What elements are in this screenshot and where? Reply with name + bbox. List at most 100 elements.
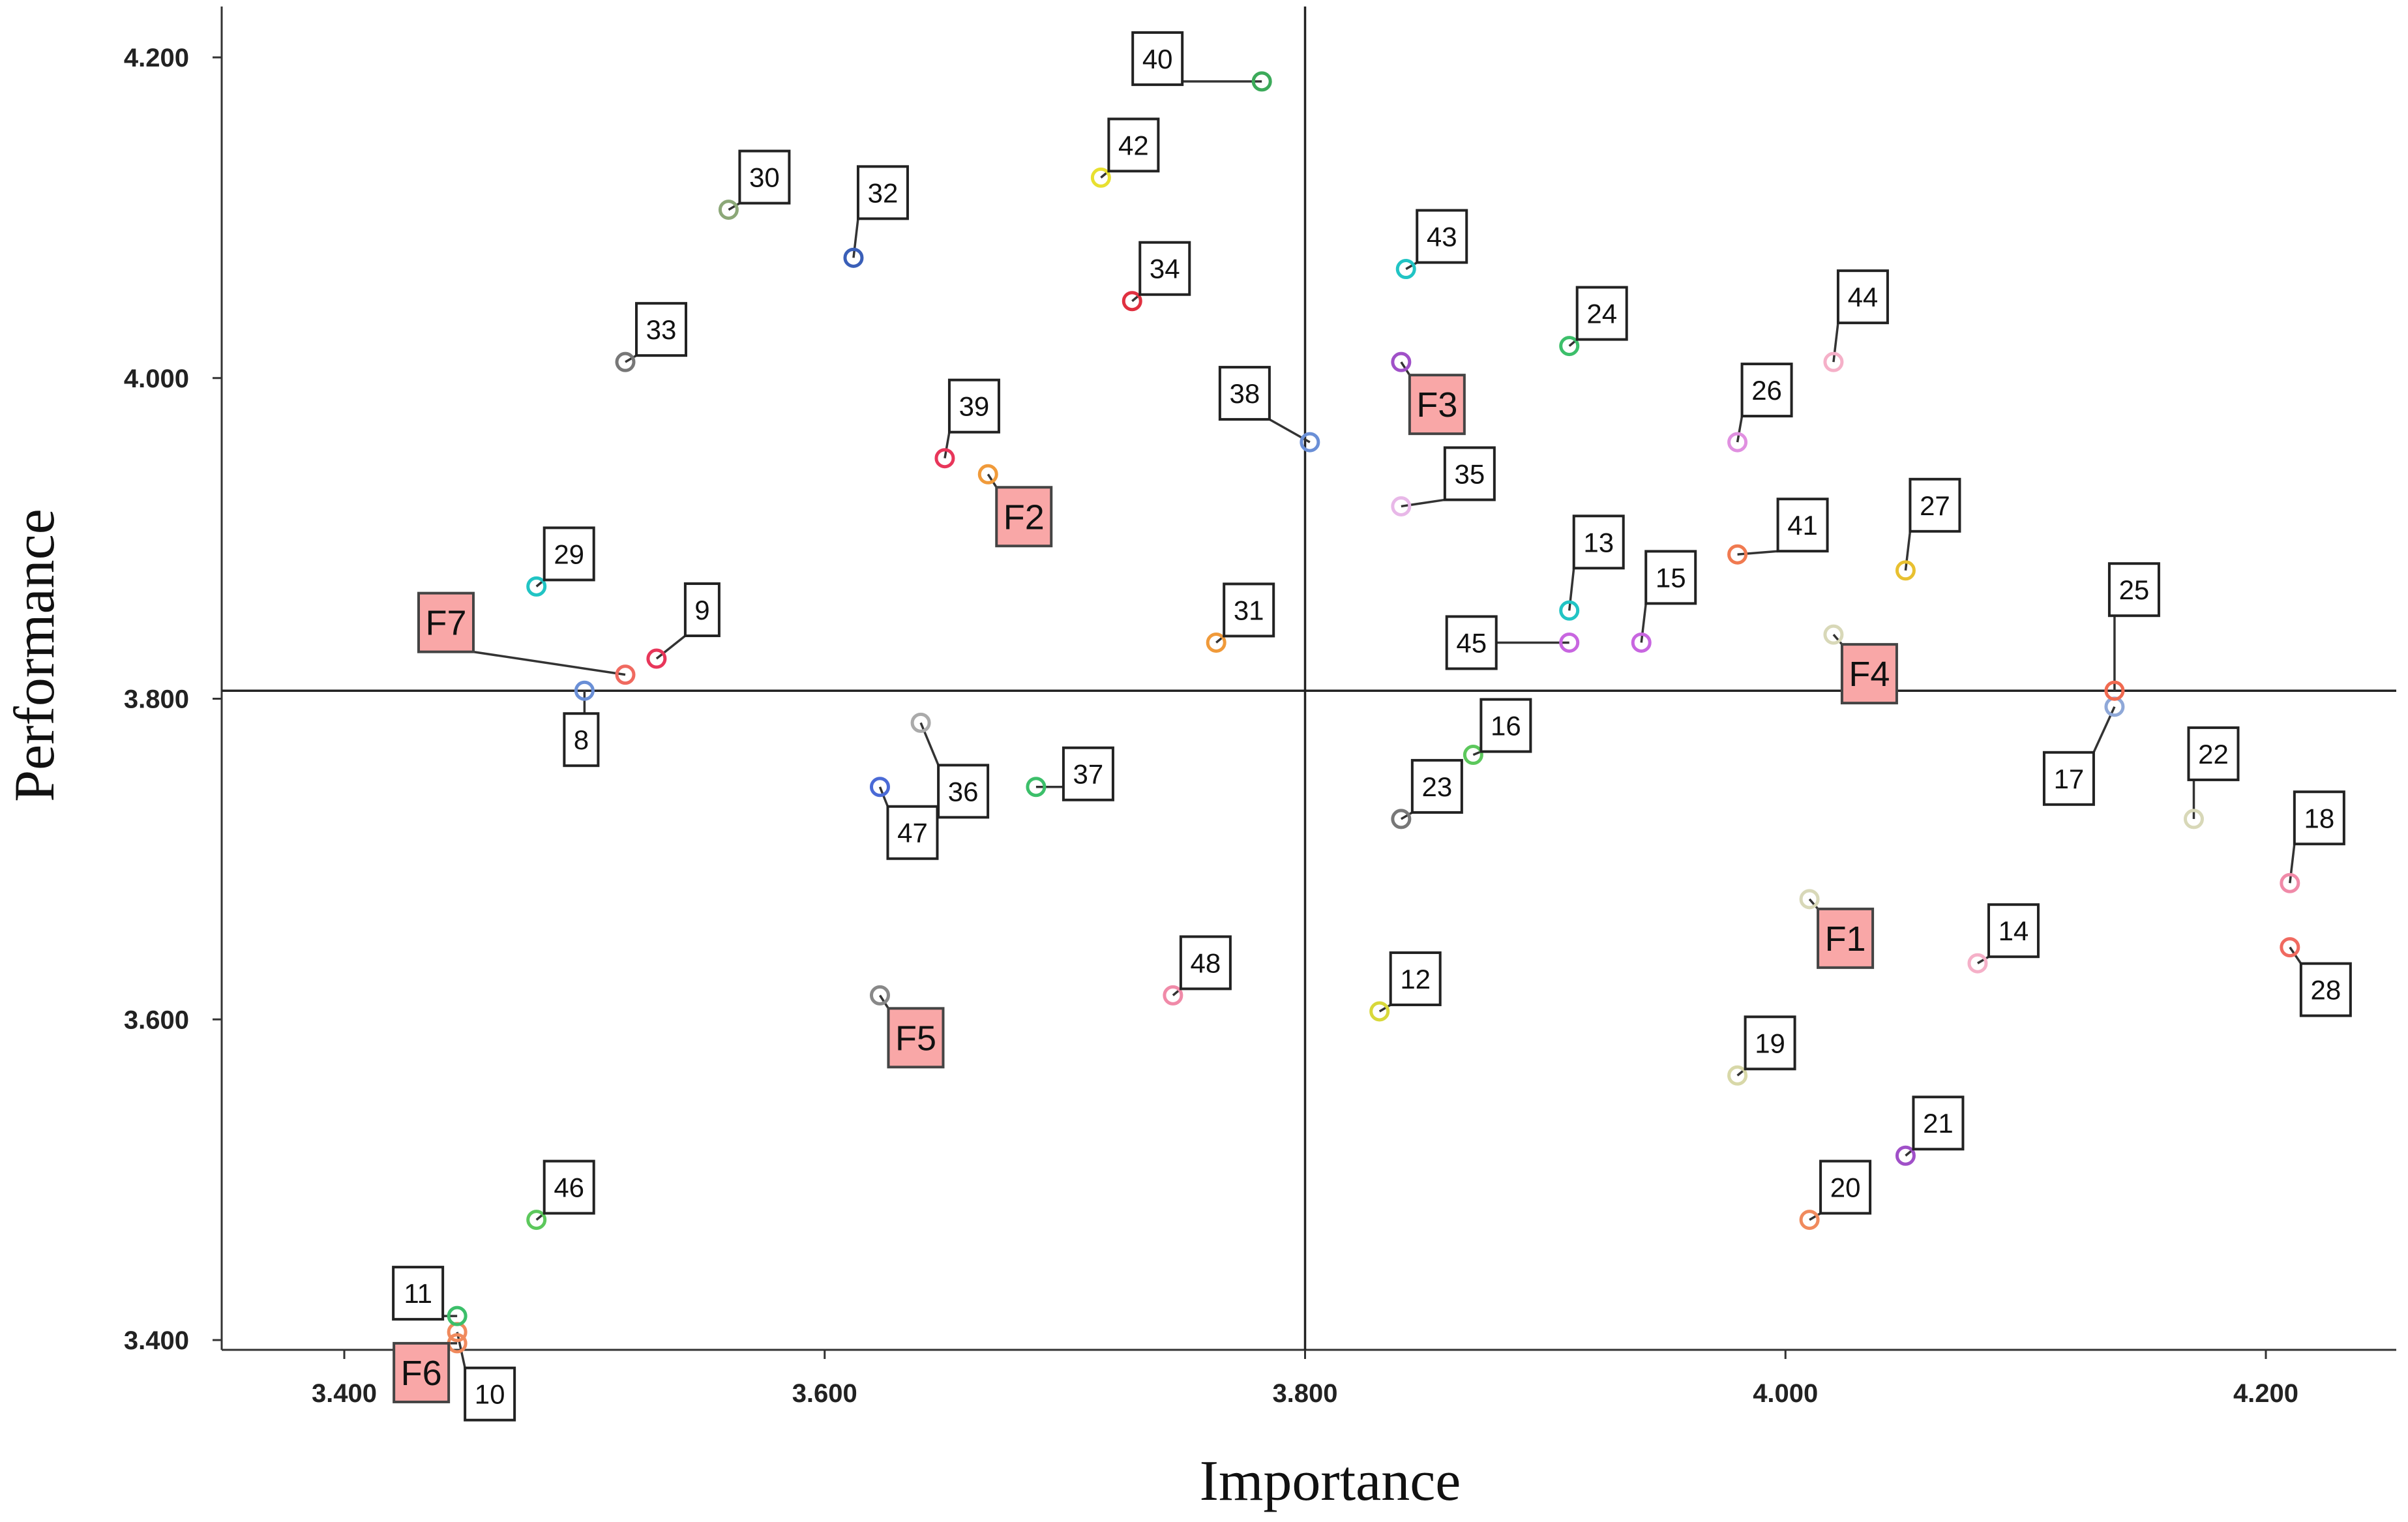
label-leader-line bbox=[728, 202, 741, 211]
point-label-box bbox=[417, 591, 475, 653]
point-label: 17 bbox=[2054, 764, 2085, 794]
data-point-46: 46 bbox=[526, 1159, 595, 1231]
data-point-29: 29 bbox=[526, 526, 595, 597]
point-marker bbox=[718, 200, 739, 220]
data-points: 8 9 10 11 12 13 14 15 16 17 18 19 20 21 22 23 24 25 26 27 28… bbox=[392, 31, 2352, 1422]
point-marker bbox=[615, 351, 636, 372]
label-leader-line bbox=[1832, 322, 1839, 363]
point-label-box bbox=[937, 764, 990, 819]
point-label-box bbox=[393, 1341, 451, 1403]
point-label: 36 bbox=[948, 776, 979, 807]
x-axis-title: Importance bbox=[1200, 1450, 1461, 1513]
point-label-box bbox=[543, 526, 595, 582]
data-point-12: 12 bbox=[1369, 951, 1442, 1022]
point-label-box bbox=[1389, 951, 1442, 1006]
point-label: 24 bbox=[1586, 299, 1617, 329]
data-point-f7: F7 bbox=[417, 591, 636, 685]
point-marker bbox=[1631, 632, 1652, 653]
point-label-box bbox=[1840, 643, 1898, 705]
data-point-9: 9 bbox=[646, 582, 721, 669]
data-point-20: 20 bbox=[1799, 1159, 1872, 1231]
point-label-box bbox=[1479, 698, 1532, 753]
data-point-18: 18 bbox=[2280, 790, 2345, 893]
point-marker bbox=[2183, 809, 2204, 829]
x-tick-label: 3.600 bbox=[792, 1379, 857, 1408]
point-label-box bbox=[543, 1159, 595, 1215]
point-marker bbox=[526, 1210, 547, 1231]
label-leader-line bbox=[1640, 603, 1647, 643]
point-label: 18 bbox=[2304, 803, 2334, 833]
point-label: 21 bbox=[1923, 1108, 1954, 1139]
point-label-box bbox=[1819, 1159, 1872, 1215]
data-point-34: 34 bbox=[1122, 241, 1191, 312]
point-label-box bbox=[1744, 1015, 1796, 1071]
point-label-box bbox=[1408, 374, 1466, 436]
data-point-21: 21 bbox=[1895, 1096, 1965, 1166]
data-point-32: 32 bbox=[843, 165, 909, 268]
point-marker bbox=[1727, 544, 1748, 565]
data-point-37: 37 bbox=[1026, 746, 1114, 801]
point-label: F3 bbox=[1416, 385, 1457, 425]
point-marker bbox=[1559, 600, 1580, 621]
point-marker bbox=[574, 680, 595, 701]
point-marker bbox=[447, 1306, 468, 1326]
point-label: 42 bbox=[1118, 130, 1149, 160]
point-label: 23 bbox=[1421, 771, 1452, 802]
label-leader-line bbox=[473, 650, 626, 676]
data-point-40: 40 bbox=[1131, 31, 1272, 92]
point-marker bbox=[526, 576, 547, 597]
x-tick-label: 4.200 bbox=[2233, 1379, 2298, 1408]
point-label-box bbox=[1836, 269, 1889, 325]
data-point-42: 42 bbox=[1090, 117, 1160, 188]
point-label-box bbox=[464, 1366, 516, 1422]
point-label-box bbox=[1223, 582, 1275, 638]
y-tick-label: 4.200 bbox=[124, 44, 189, 72]
point-marker bbox=[1122, 291, 1142, 312]
point-marker bbox=[977, 464, 998, 485]
point-label: F1 bbox=[1825, 919, 1866, 959]
point-label-box bbox=[1817, 907, 1875, 969]
point-label: 14 bbox=[1999, 916, 2029, 946]
point-label: 27 bbox=[1920, 490, 1950, 521]
label-leader-line bbox=[1737, 550, 1778, 556]
data-point-44: 44 bbox=[1823, 269, 1889, 372]
point-label: 16 bbox=[1491, 711, 1521, 741]
data-point-47: 47 bbox=[869, 777, 939, 860]
point-label: 32 bbox=[868, 177, 899, 208]
point-label: 38 bbox=[1230, 378, 1260, 409]
label-leader-line bbox=[1904, 531, 1912, 571]
point-marker bbox=[1206, 632, 1226, 653]
point-label-box bbox=[738, 149, 791, 205]
x-tick-label: 3.400 bbox=[312, 1379, 377, 1408]
point-label-box bbox=[1740, 363, 1793, 418]
point-marker bbox=[2104, 680, 2125, 701]
point-label: 31 bbox=[1234, 595, 1264, 625]
data-point-22: 22 bbox=[2183, 726, 2240, 829]
point-marker bbox=[1026, 777, 1047, 798]
point-marker bbox=[1163, 985, 1183, 1006]
point-label-box bbox=[1410, 758, 1463, 814]
point-label: 13 bbox=[1583, 527, 1614, 558]
point-label: 48 bbox=[1191, 948, 1221, 978]
label-leader-line bbox=[1405, 261, 1418, 271]
data-point-48: 48 bbox=[1163, 935, 1232, 1006]
point-marker bbox=[646, 648, 667, 669]
point-label-box bbox=[887, 1007, 945, 1069]
data-point-35: 35 bbox=[1391, 446, 1496, 516]
data-point-17: 17 bbox=[2042, 696, 2125, 806]
point-label-box bbox=[1179, 935, 1232, 991]
point-label-box bbox=[563, 712, 600, 768]
point-label: F7 bbox=[425, 604, 466, 643]
axes: 3.400 3.600 3.800 4.000 4.200 3.400 3.600 3.800… bbox=[124, 7, 2396, 1408]
point-label: 15 bbox=[1656, 562, 1686, 593]
point-marker bbox=[1391, 809, 1412, 829]
point-label: 12 bbox=[1400, 964, 1431, 994]
data-point-45: 45 bbox=[1445, 615, 1580, 670]
point-marker bbox=[1559, 336, 1580, 357]
point-label: 25 bbox=[2119, 574, 2150, 605]
point-label: 8 bbox=[574, 724, 589, 755]
point-marker bbox=[2280, 873, 2300, 893]
point-label: 44 bbox=[1848, 282, 1879, 312]
label-leader-line bbox=[1808, 898, 1819, 910]
